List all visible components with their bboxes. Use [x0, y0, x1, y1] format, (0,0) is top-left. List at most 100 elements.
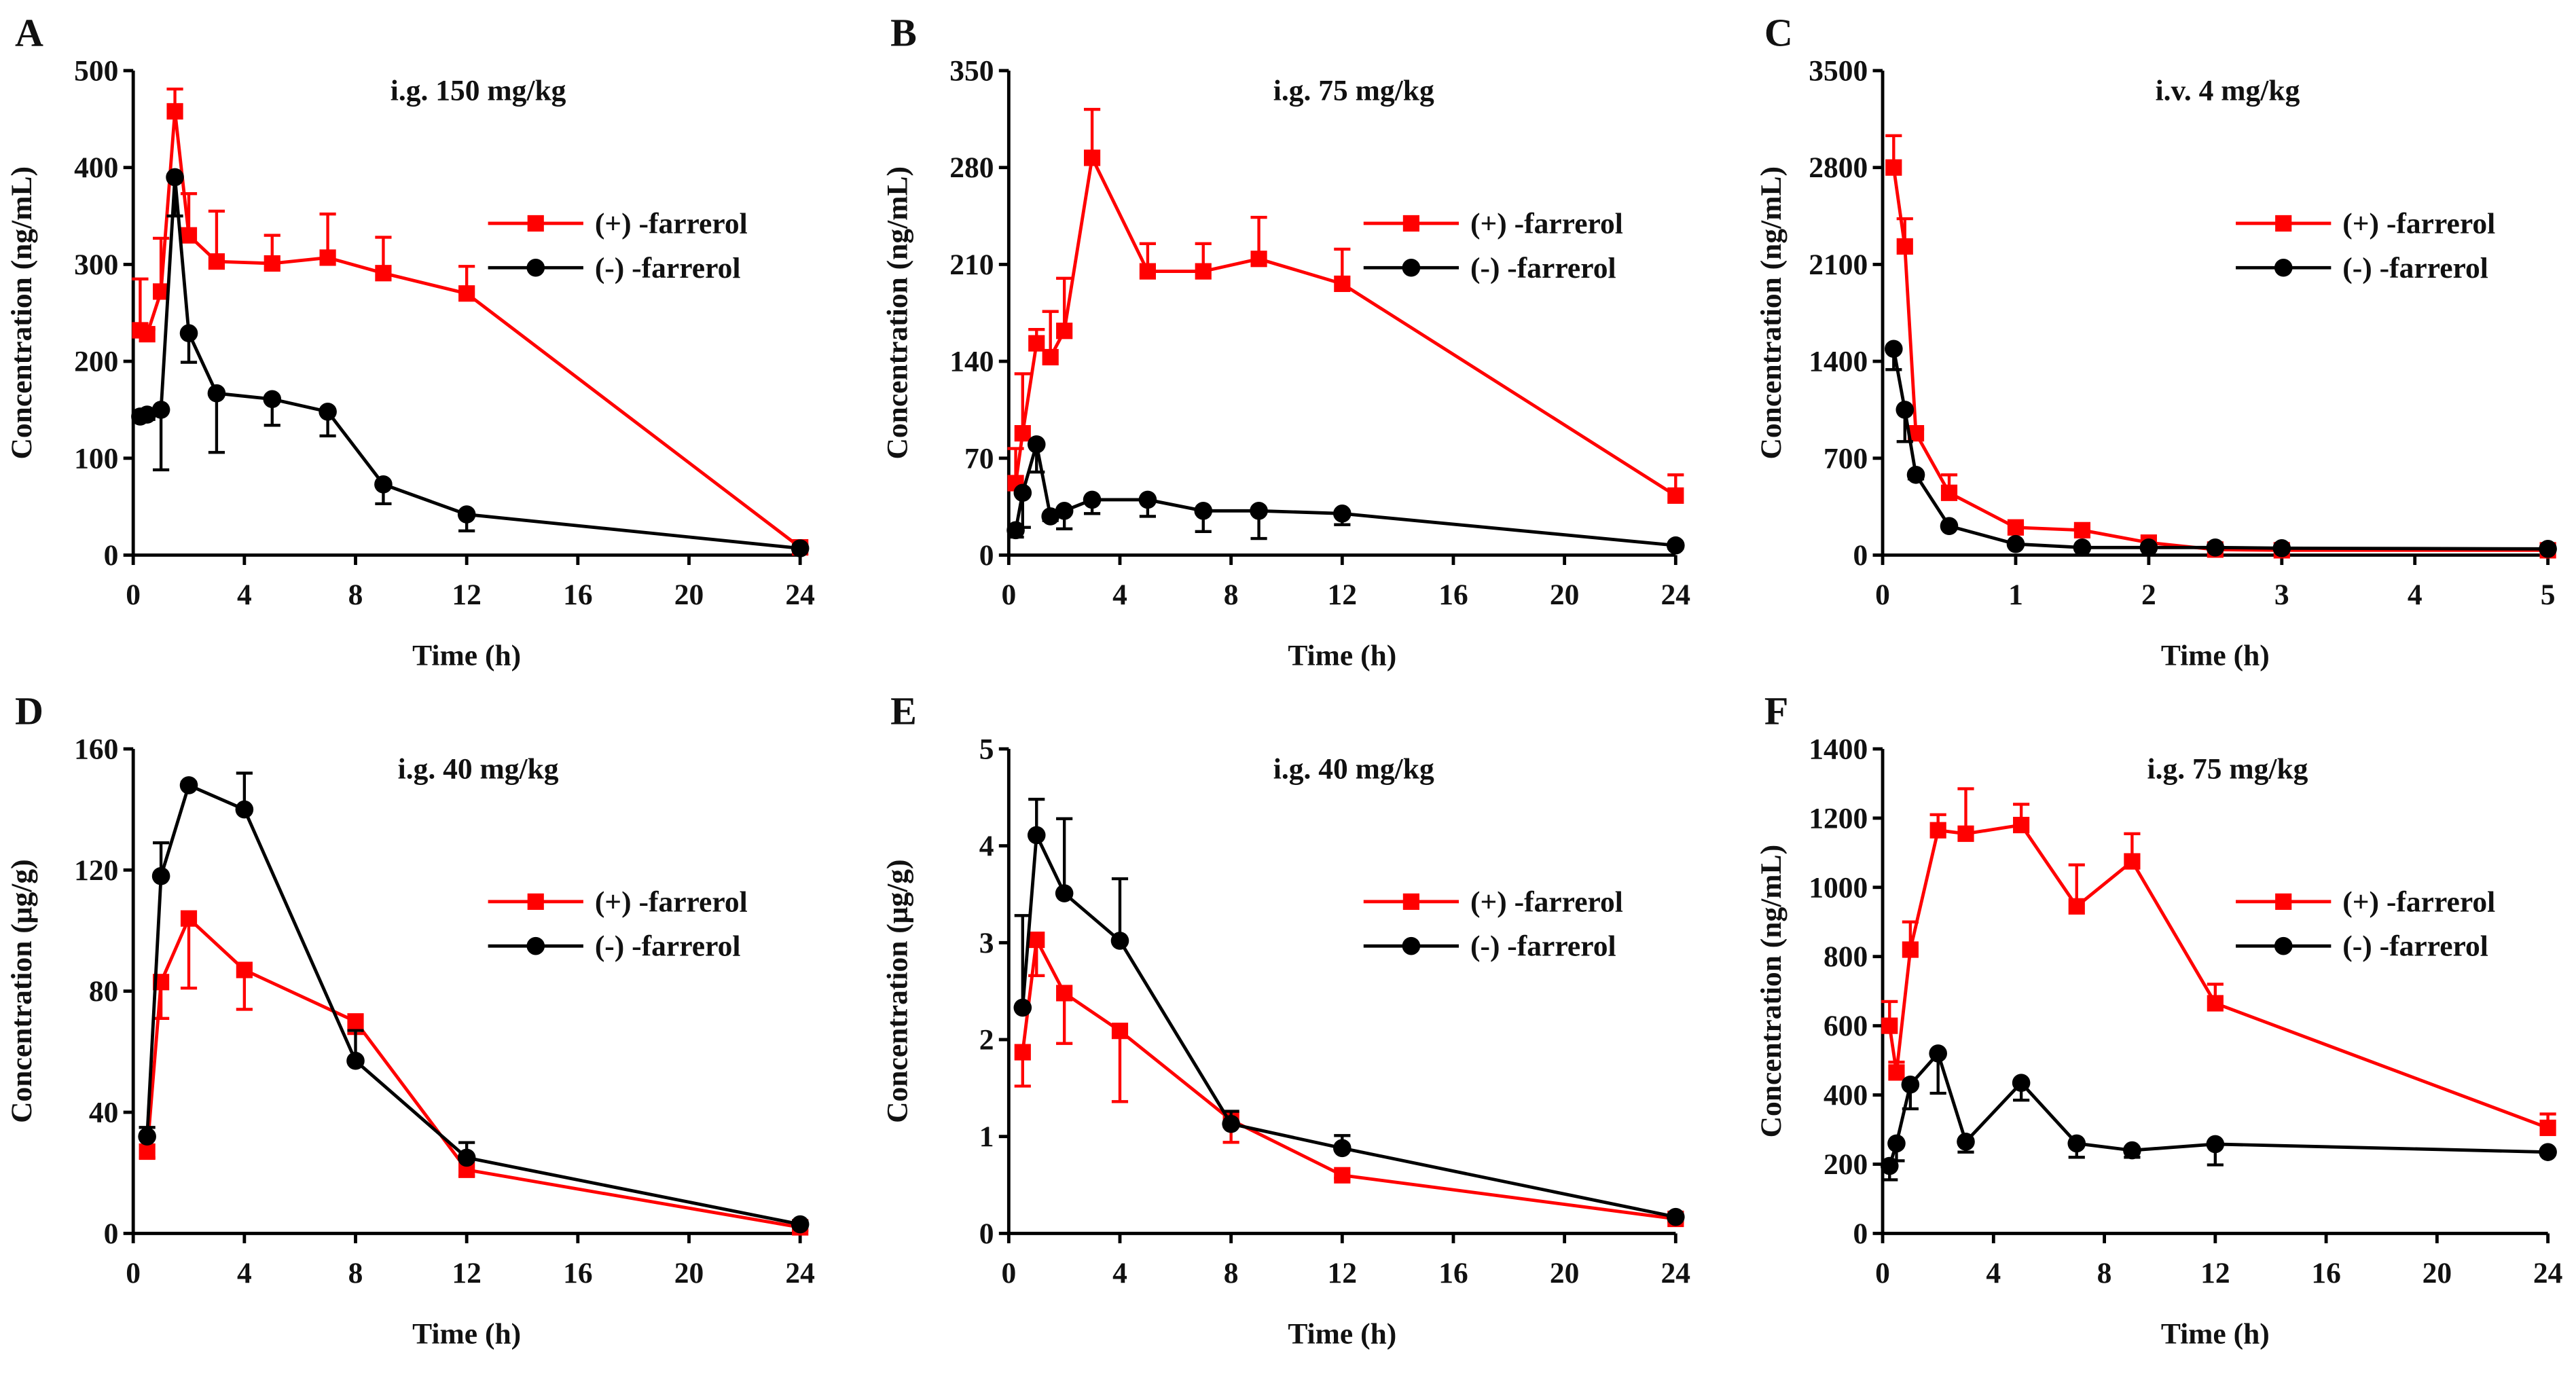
data-point-square	[139, 1143, 156, 1160]
data-point-circle	[1929, 1044, 1947, 1063]
data-point-square	[319, 249, 336, 266]
legend-circle-marker	[1402, 258, 1421, 277]
y-tick-label: 210	[949, 249, 994, 281]
x-tick-label: 20	[1550, 1257, 1580, 1289]
legend-label: (+) -farrerol	[2342, 207, 2495, 240]
x-axis-title: Time (h)	[2161, 1317, 2270, 1350]
data-point-circle	[1901, 1075, 1920, 1094]
legend-entry: (+) -farrerol	[2236, 885, 2495, 918]
legend-square-marker	[1402, 893, 1419, 910]
legend-entry: (-) -farrerol	[1363, 930, 1616, 963]
data-point-circle	[1250, 501, 1268, 520]
legend-label: (+) -farrerol	[1470, 885, 1623, 918]
data-point-circle	[138, 405, 156, 424]
x-tick-label: 4	[1986, 1257, 2001, 1289]
y-axis-title: Concentration (μg/g)	[5, 859, 38, 1122]
data-point-circle	[1013, 998, 1032, 1017]
data-point-square	[139, 326, 156, 343]
series-plus-farrerol	[1007, 107, 1684, 504]
chart-title: i.g. 40 mg/kg	[398, 752, 559, 785]
x-tick-label: 24	[785, 579, 815, 611]
panel-a: A 0 4 8 12 16 20 24 0 100 200 300 400 500 Time (h) Conc…	[5, 11, 815, 672]
y-tick-label: 1400	[1809, 733, 1868, 765]
data-point-circle	[1110, 932, 1129, 950]
x-tick-label: 16	[2311, 1257, 2341, 1289]
x-tick-label: 8	[1224, 1257, 1239, 1289]
series-line	[1891, 167, 2548, 552]
y-tick-label: 120	[74, 854, 118, 887]
legend-label: (+) -farrerol	[595, 207, 748, 240]
x-axis-title: Time (h)	[412, 1317, 521, 1350]
data-point-circle	[791, 1215, 810, 1234]
data-point-circle	[2272, 539, 2291, 557]
data-point-square	[1334, 1167, 1351, 1184]
x-tick-label: 12	[1328, 1257, 1358, 1289]
data-point-square	[1896, 238, 1913, 255]
series-minus-farrerol	[1880, 1044, 2557, 1182]
x-tick-label: 0	[1001, 1257, 1016, 1289]
legend-label: (-) -farrerol	[2342, 252, 2488, 285]
legend-entry: (+) -farrerol	[1363, 885, 1623, 918]
legend-square-marker	[2275, 893, 2292, 910]
data-point-circle	[1055, 501, 1074, 520]
data-point-circle	[151, 401, 170, 419]
y-tick-label: 200	[1824, 1148, 1868, 1181]
legend-circle-marker	[2274, 936, 2293, 955]
chart-title: i.v. 4 mg/kg	[2156, 75, 2300, 107]
y-tick-label: 2	[979, 1024, 994, 1057]
y-tick-label: 0	[979, 539, 994, 572]
legend-entry: (-) -farrerol	[488, 252, 740, 285]
data-point-circle	[1027, 435, 1046, 454]
x-tick-label: 0	[1875, 579, 1890, 611]
data-point-square	[347, 1013, 364, 1030]
series-line	[1887, 1050, 2548, 1167]
y-tick-label: 800	[1824, 940, 1868, 973]
data-point-square	[1014, 425, 1031, 442]
legend-square-marker	[527, 215, 544, 232]
data-point-square	[1334, 275, 1351, 293]
legend-entry: (-) -farrerol	[2236, 930, 2488, 963]
data-point-circle	[2067, 1134, 2086, 1153]
data-point-square	[180, 910, 198, 927]
y-tick-label: 1200	[1809, 802, 1868, 835]
x-tick-label: 12	[1328, 579, 1358, 611]
data-point-square	[1885, 159, 1902, 176]
data-point-square	[208, 253, 225, 270]
x-tick-label: 0	[1001, 579, 1016, 611]
x-axis-title: Time (h)	[1288, 1317, 1396, 1350]
y-tick-label: 2100	[1809, 249, 1868, 281]
chart-title: i.g. 40 mg/kg	[1273, 752, 1434, 785]
data-point-circle	[457, 505, 476, 524]
legend-entry: (-) -farrerol	[1363, 252, 1616, 285]
data-point-circle	[374, 475, 393, 494]
chart-title: i.g. 150 mg/kg	[391, 75, 566, 107]
chart-title: i.g. 75 mg/kg	[1273, 75, 1434, 107]
y-tick-label: 600	[1824, 1010, 1868, 1042]
data-point-square	[1940, 484, 1958, 501]
data-point-square	[180, 227, 198, 244]
y-tick-label: 3500	[1809, 55, 1868, 88]
x-tick-label: 12	[452, 579, 482, 611]
data-point-square	[1111, 1023, 1129, 1040]
data-point-square	[2007, 519, 2025, 536]
series-line	[1014, 443, 1676, 547]
data-point-square	[1028, 931, 1045, 949]
panel-label: C	[1764, 11, 1793, 55]
data-point-circle	[346, 1051, 365, 1070]
x-tick-label: 8	[348, 579, 363, 611]
data-point-square	[166, 103, 183, 120]
x-tick-label: 4	[1112, 579, 1127, 611]
data-point-circle	[1957, 1133, 1975, 1151]
data-point-circle	[2006, 534, 2025, 553]
x-tick-label: 0	[126, 1257, 141, 1289]
y-tick-label: 500	[74, 55, 118, 88]
y-tick-label: 400	[74, 151, 118, 184]
data-point-circle	[2539, 1143, 2557, 1161]
y-tick-label: 1000	[1809, 871, 1868, 904]
data-point-square	[1014, 1044, 1031, 1061]
data-point-square	[1028, 335, 1045, 352]
data-point-square	[1881, 1017, 1898, 1034]
y-tick-label: 160	[74, 733, 118, 765]
data-point-circle	[1885, 340, 1903, 359]
data-point-circle	[179, 324, 198, 343]
